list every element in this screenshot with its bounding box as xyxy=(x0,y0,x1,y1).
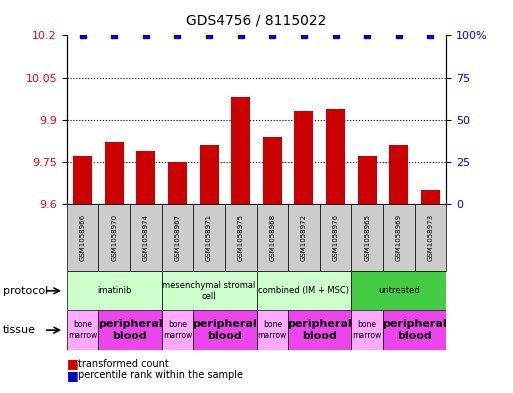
Text: GDS4756 / 8115022: GDS4756 / 8115022 xyxy=(186,13,327,28)
Text: GSM1058969: GSM1058969 xyxy=(396,214,402,261)
Bar xyxy=(358,156,377,204)
Bar xyxy=(98,204,130,271)
Text: combined (IM + MSC): combined (IM + MSC) xyxy=(259,286,349,295)
Bar xyxy=(288,310,351,350)
Text: bone
marrow: bone marrow xyxy=(258,320,287,340)
Bar xyxy=(67,271,162,310)
Text: GSM1058971: GSM1058971 xyxy=(206,214,212,261)
Text: GSM1058974: GSM1058974 xyxy=(143,214,149,261)
Text: percentile rank within the sample: percentile rank within the sample xyxy=(78,370,243,380)
Text: bone
marrow: bone marrow xyxy=(163,320,192,340)
Bar xyxy=(162,204,193,271)
Bar xyxy=(320,204,351,271)
Text: GSM1058967: GSM1058967 xyxy=(174,214,181,261)
Text: GSM1058973: GSM1058973 xyxy=(427,214,433,261)
Text: transformed count: transformed count xyxy=(78,358,169,369)
Text: GSM1058972: GSM1058972 xyxy=(301,214,307,261)
Bar xyxy=(130,204,162,271)
Text: mesenchymal stromal
cell: mesenchymal stromal cell xyxy=(162,281,256,301)
Bar xyxy=(225,204,256,271)
Text: peripheral
blood: peripheral blood xyxy=(192,320,257,341)
Text: protocol: protocol xyxy=(3,286,48,296)
Bar xyxy=(162,310,193,350)
Bar xyxy=(231,97,250,204)
Text: ■: ■ xyxy=(67,357,78,370)
Bar xyxy=(263,137,282,204)
Text: peripheral
blood: peripheral blood xyxy=(287,320,352,341)
Text: peripheral
blood: peripheral blood xyxy=(97,320,162,341)
Bar xyxy=(383,310,446,350)
Bar xyxy=(98,310,162,350)
Text: bone
marrow: bone marrow xyxy=(352,320,382,340)
Bar xyxy=(288,204,320,271)
Bar xyxy=(193,204,225,271)
Text: peripheral
blood: peripheral blood xyxy=(382,320,447,341)
Bar xyxy=(326,108,345,204)
Bar xyxy=(162,271,256,310)
Bar xyxy=(200,145,219,204)
Bar xyxy=(67,310,98,350)
Text: bone
marrow: bone marrow xyxy=(68,320,97,340)
Text: GSM1058966: GSM1058966 xyxy=(80,214,86,261)
Bar xyxy=(383,204,415,271)
Bar xyxy=(415,204,446,271)
Bar xyxy=(193,310,256,350)
Bar xyxy=(256,271,351,310)
Text: ■: ■ xyxy=(67,369,78,382)
Bar xyxy=(168,162,187,204)
Text: tissue: tissue xyxy=(3,325,35,335)
Text: imatinib: imatinib xyxy=(97,286,131,295)
Text: GSM1058968: GSM1058968 xyxy=(269,214,275,261)
Text: GSM1058976: GSM1058976 xyxy=(332,214,339,261)
Bar xyxy=(67,204,98,271)
Bar xyxy=(105,142,124,204)
Bar xyxy=(389,145,408,204)
Text: GSM1058965: GSM1058965 xyxy=(364,214,370,261)
Bar xyxy=(351,271,446,310)
Text: GSM1058975: GSM1058975 xyxy=(238,214,244,261)
Bar xyxy=(421,190,440,204)
Bar xyxy=(351,204,383,271)
Text: GSM1058970: GSM1058970 xyxy=(111,214,117,261)
Bar xyxy=(256,310,288,350)
Bar xyxy=(351,310,383,350)
Bar xyxy=(136,151,155,204)
Bar xyxy=(256,204,288,271)
Text: untreated: untreated xyxy=(378,286,420,295)
Bar xyxy=(73,156,92,204)
Bar xyxy=(294,111,313,204)
